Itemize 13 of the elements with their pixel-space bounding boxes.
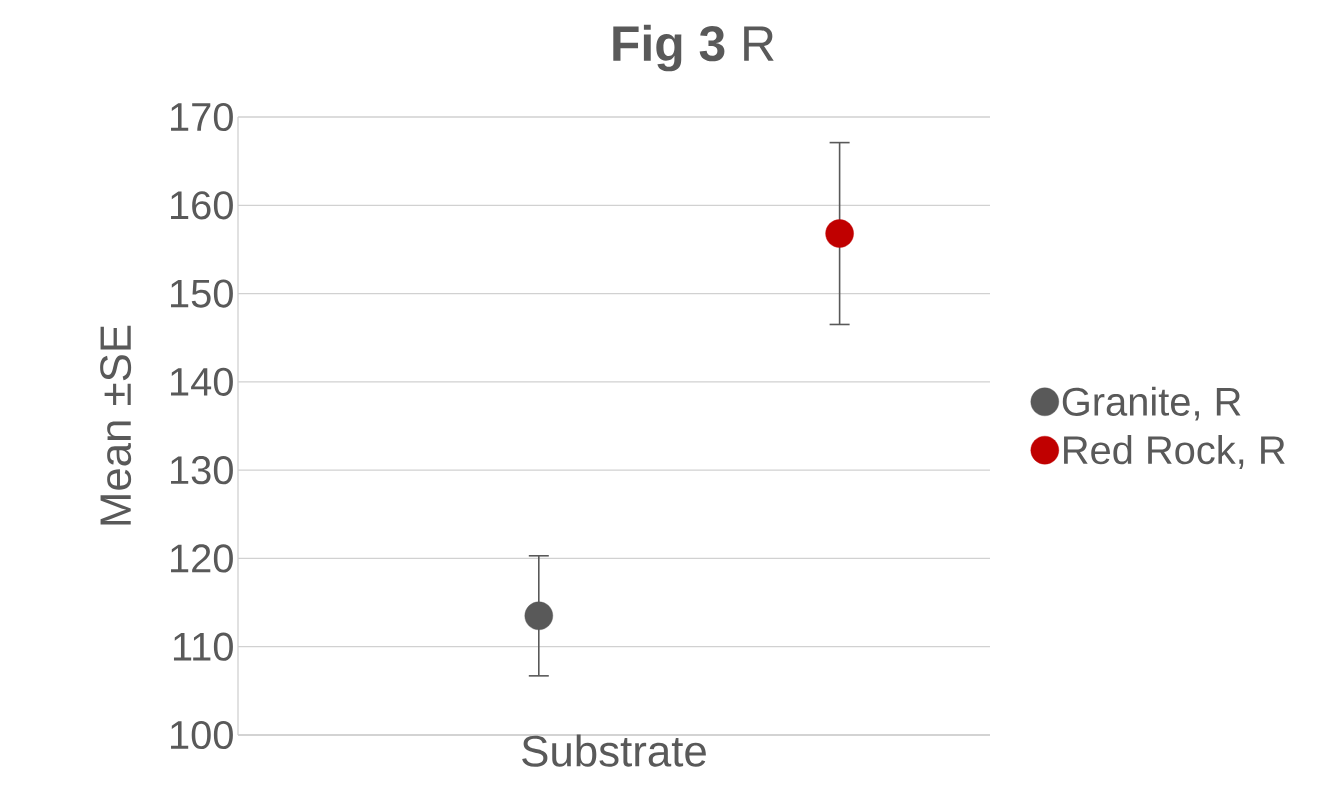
y-tick-label: 170 — [171, 102, 233, 132]
y-tick-label: 160 — [171, 191, 233, 220]
x-axis-title: Substrate — [522, 734, 706, 767]
legend-label: Red Rock, R — [1064, 434, 1285, 469]
y-tick-label: 110 — [173, 632, 233, 661]
y-axis-title: Mean ±SE — [100, 325, 132, 525]
y-tick-label: 120 — [171, 544, 233, 573]
legend-label: Granite, R — [1062, 386, 1241, 421]
y-tick-label: 140 — [171, 367, 233, 396]
y-tick-label: 100 — [171, 720, 233, 750]
chart-title: Fig 3 R — [613, 24, 774, 72]
y-tick-label: 150 — [171, 279, 233, 308]
y-tick-label: 130 — [171, 456, 233, 485]
